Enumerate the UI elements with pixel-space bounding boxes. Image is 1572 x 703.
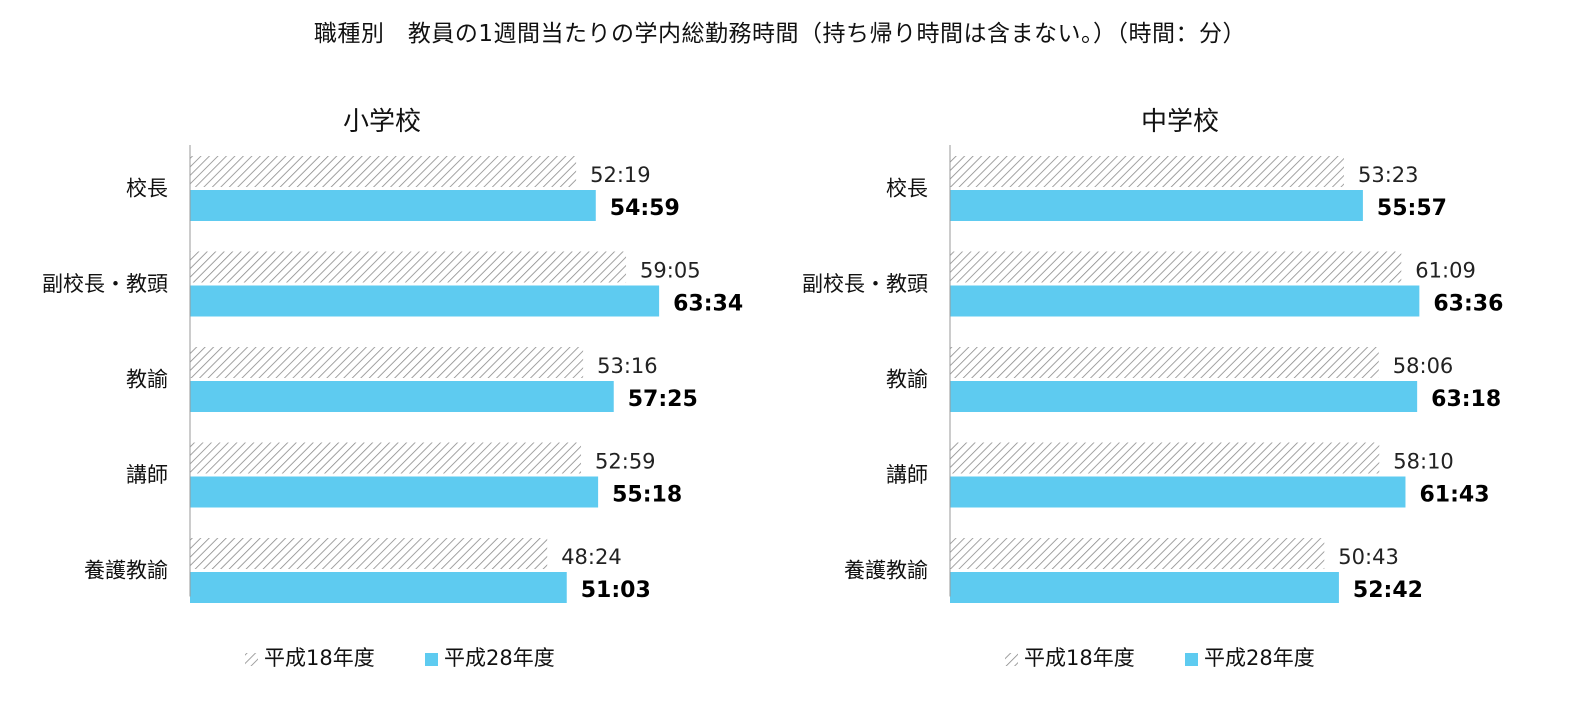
junior-high-bar-h28: [950, 190, 1363, 221]
junior-high-data-label-h18: 58:10: [1393, 450, 1454, 474]
elementary-category-label: 養護教諭: [84, 559, 168, 583]
junior-high-legend-label-h18: 平成18年度: [1024, 646, 1135, 670]
elementary-legend-label-h18: 平成18年度: [264, 646, 375, 670]
junior-high-data-label-h28: 63:18: [1431, 387, 1501, 412]
elementary-category-label: 校長: [126, 177, 168, 201]
junior-high-category-label: 講師: [886, 463, 928, 487]
junior-high-bar-h18: [950, 347, 1379, 378]
elementary-bar-h28: [190, 476, 599, 508]
junior-high-data-label-h18: 58:06: [1393, 354, 1454, 378]
elementary-legend-swatch-h18: [245, 653, 258, 666]
elementary-category-label: 副校長・教頭: [42, 272, 168, 296]
junior-high-data-label-h18: 61:09: [1415, 259, 1476, 283]
chart-main-title: 職種別 教員の1週間当たりの学内総勤務時間（持ち帰り時間は含まない。）（時間：分…: [313, 21, 1247, 47]
junior-high-data-label-h28: 52:42: [1353, 578, 1423, 603]
junior-high-bar-h18: [950, 251, 1402, 283]
elementary-bar-h18: [190, 251, 627, 283]
junior-high-data-label-h18: 53:23: [1358, 163, 1419, 187]
elementary-data-label-h18: 59:05: [640, 259, 701, 283]
junior-high-bar-h28: [950, 285, 1420, 317]
elementary-data-label-h28: 57:25: [628, 387, 698, 412]
junior-high-bar-h28: [950, 476, 1406, 508]
elementary-data-label-h28: 55:18: [612, 483, 682, 508]
elementary-category-label: 教諭: [126, 368, 168, 392]
elementary-data-label-h18: 52:59: [595, 450, 656, 474]
junior-high-category-label: 校長: [886, 177, 928, 201]
junior-high-data-label-h28: 63:36: [1433, 292, 1503, 317]
elementary-data-label-h28: 63:34: [673, 292, 743, 317]
elementary-bar-h18: [190, 347, 584, 378]
junior-high-legend-label-h28: 平成28年度: [1204, 646, 1315, 670]
elementary-category-label: 講師: [126, 463, 168, 487]
junior-high-bar-h28: [950, 381, 1418, 412]
junior-high-bar-h18: [950, 538, 1325, 569]
elementary-data-label-h18: 48:24: [561, 545, 622, 569]
junior-high-bar-h18: [950, 156, 1344, 187]
elementary-data-label-h28: 51:03: [581, 578, 651, 603]
junior-high-data-label-h28: 55:57: [1377, 196, 1447, 221]
elementary-data-label-h18: 52:19: [590, 163, 651, 187]
elementary-data-label-h28: 54:59: [610, 196, 680, 221]
elementary-bar-h18: [190, 442, 582, 474]
elementary-legend-swatch-h28: [425, 653, 438, 666]
junior-high-category-label: 副校長・教頭: [802, 272, 928, 296]
elementary-bar-h18: [190, 538, 548, 569]
junior-high-bar-h28: [950, 572, 1339, 603]
junior-high-category-label: 教諭: [886, 368, 928, 392]
junior-high-legend-swatch-h28: [1185, 653, 1198, 666]
junior-high-data-label-h28: 61:43: [1419, 483, 1489, 508]
junior-high-panel-title: 中学校: [1141, 107, 1219, 137]
junior-high-legend-swatch-h18: [1005, 653, 1018, 666]
elementary-bar-h28: [190, 572, 567, 603]
elementary-data-label-h18: 53:16: [597, 354, 658, 378]
junior-high-bar-h18: [950, 442, 1380, 474]
elementary-bar-h18: [190, 156, 577, 187]
elementary-panel-title: 小学校: [343, 107, 421, 137]
elementary-bar-h28: [190, 381, 614, 412]
junior-high-data-label-h18: 50:43: [1338, 545, 1399, 569]
elementary-bar-h28: [190, 190, 596, 221]
junior-high-category-label: 養護教諭: [844, 559, 928, 583]
elementary-legend-label-h28: 平成28年度: [444, 646, 555, 670]
elementary-bar-h28: [190, 285, 660, 317]
